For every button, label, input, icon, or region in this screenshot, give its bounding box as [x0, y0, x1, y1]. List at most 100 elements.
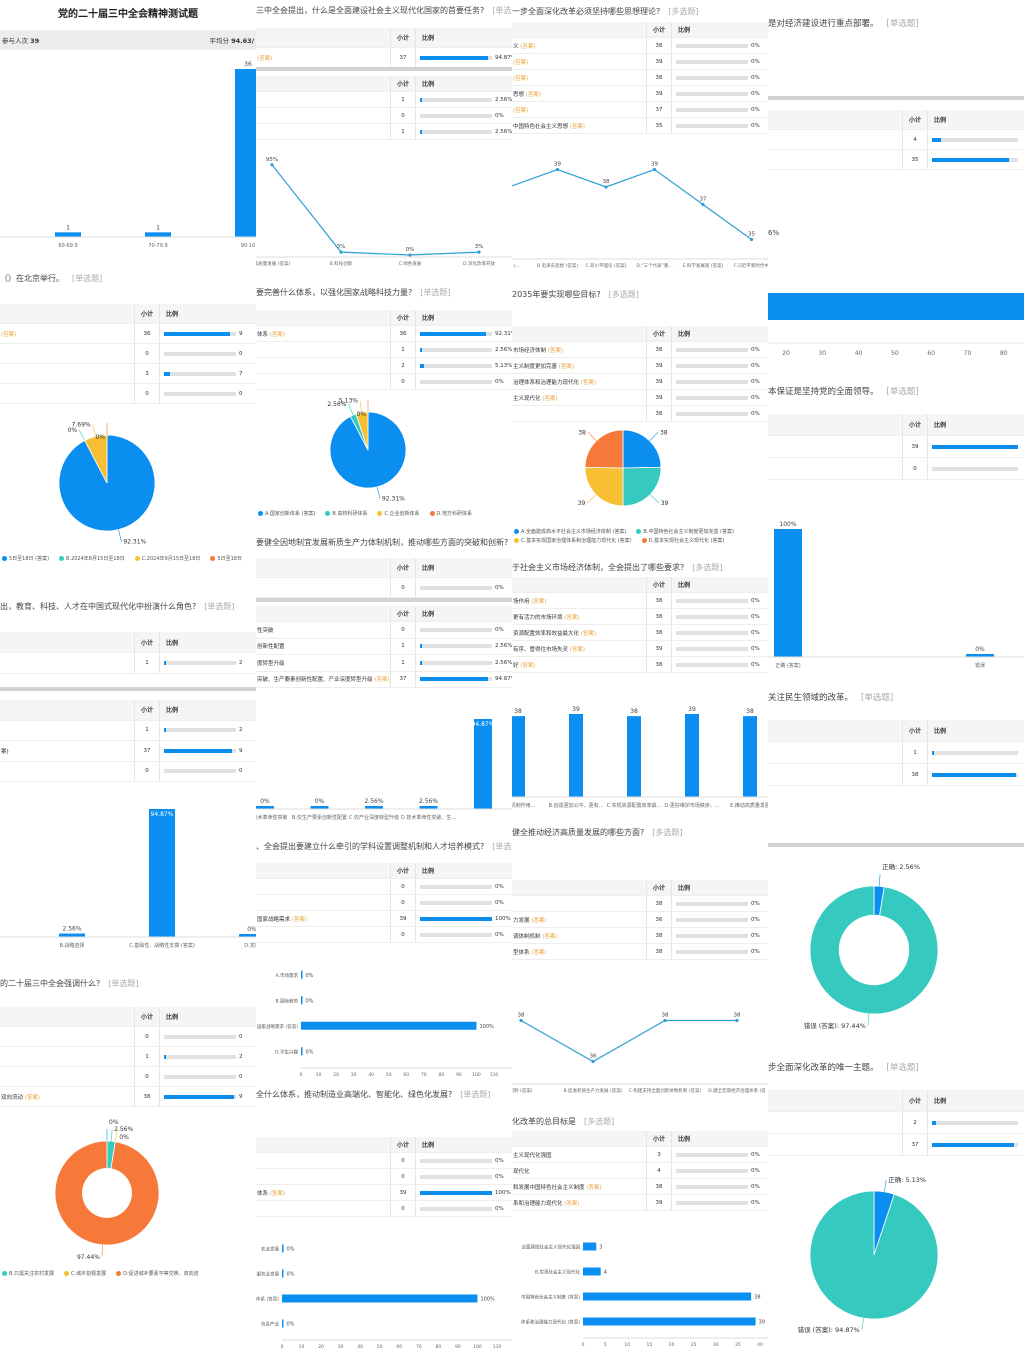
option-label: 调体制机制 (答案)	[513, 932, 558, 940]
question-title: （）在北京举行。 [单选题]	[0, 272, 256, 286]
option-count: 35	[646, 118, 672, 133]
legend-dot-icon	[210, 556, 216, 561]
point-label: 0%	[406, 247, 415, 253]
x-tick-label: 60	[396, 1344, 402, 1350]
donut-block: 正确: 2.56% 错误 (答案): 97.44%	[768, 860, 1024, 1045]
legend-item[interactable]: C.城乡割裂发展	[64, 1270, 106, 1277]
ratio-bar	[676, 379, 748, 384]
option-label: 有序、管得住市场失灵 (答案)	[513, 645, 585, 653]
legend-item[interactable]: A.国家创新体系 (答案)	[258, 510, 315, 517]
ratio-bar	[164, 391, 236, 396]
bar-mark	[145, 232, 171, 237]
hbar-category-label: 中国特色社会主义制度 (答案)	[521, 1294, 580, 1301]
q-block: 于社会主义市场经济体制，全会提出了哪些要求? [多选题]	[512, 561, 768, 575]
option-percent: 0%	[751, 74, 760, 81]
bar-block: 100% 正确 (答案) 0% 错误	[768, 515, 1024, 675]
line-point	[735, 1018, 739, 1023]
ratio-bar-fill	[164, 1054, 166, 1059]
legend-dot-icon	[514, 529, 519, 534]
slice-label: 92.31%	[382, 496, 405, 503]
ratio-bar	[420, 585, 492, 590]
option-count: 1	[134, 720, 160, 740]
pie-block: 正确: 5.13% 错误 (答案): 94.87%	[768, 1170, 1024, 1345]
answer-tag: (答案)	[257, 55, 273, 62]
option-count: 0	[390, 879, 416, 894]
option-percent: 0%	[751, 122, 760, 129]
question-text: 、全会提出要建立什么牵引的学科设置调整机制和人才培养模式?	[256, 842, 485, 851]
option-count: 39	[646, 358, 672, 373]
legend-item[interactable]: B.中国特色社会主义制度更加完善 (答案)	[636, 528, 734, 535]
question-title: 一步全面深化改革必须坚持哪些思想理论? [多选题]	[512, 5, 768, 19]
option-count: 38	[646, 944, 672, 959]
bar-category-label: 错误	[975, 662, 985, 669]
legend-item[interactable]: A.全面建成高水平社会主义市场经济体制 (答案)	[514, 528, 626, 535]
option-percent: 92.31%	[495, 330, 512, 337]
question-text: 一步全面深化改革必须坚持哪些思想理论?	[512, 7, 661, 16]
table-header: 小计 比例	[0, 700, 256, 721]
ratio-bar	[164, 728, 236, 733]
ratio-bar	[420, 129, 492, 134]
slice-label: 97.44%	[77, 1254, 100, 1261]
option-count: 39	[646, 374, 672, 389]
pie-slice	[84, 434, 108, 484]
legend-item[interactable]: C.企业创新体系	[377, 510, 420, 517]
x-tick-label: 30	[713, 1342, 719, 1348]
q-block: 全什么体系，推动制造业高端化、智能化、绿色化发展? [单选题]	[256, 1088, 512, 1102]
slice-leader-line	[118, 529, 122, 542]
legend-item[interactable]: B.只需关注农村发展	[2, 1270, 54, 1277]
hbar-mark	[282, 1269, 284, 1278]
option-count: 1	[390, 342, 416, 357]
table-header: 小计 比例	[768, 110, 1024, 130]
legend-text: D.基本实现社会主义现代化 (答案)	[648, 538, 725, 544]
table-row: 义 (答案) 38 0%	[512, 38, 768, 54]
bar-block: 1 60-69.9 1 70-79.9 36 90-10	[0, 55, 256, 255]
header-ratio: 比例	[422, 565, 435, 572]
option-count: 0	[390, 622, 416, 638]
legend-item[interactable]: D.促进城乡要素平等交换、双向流	[116, 1270, 199, 1277]
ratio-bar-fill	[164, 748, 233, 753]
option-count: 4	[902, 130, 928, 149]
slice-label: 正确: 5.13%	[888, 1175, 926, 1184]
legend-item[interactable]: D.基本实现社会主义现代化 (答案)	[641, 537, 725, 544]
line-block: 宁主义 (... 39 B.毛泽东思想 (答案) 38 C.邓小平理论 (答案) 39 D.…	[512, 140, 768, 275]
answer-tag: (答案)	[564, 614, 580, 621]
option-label: 更有活力的市场环境 (答案)	[513, 613, 580, 621]
legend-item[interactable]: C.基本实现国家治理体系和治理能力现代化 (答案)	[514, 537, 632, 544]
line-point	[408, 253, 412, 257]
bar-value-label: 0%	[315, 798, 325, 805]
line-series	[271, 164, 480, 256]
hbar-mark	[768, 293, 1024, 320]
legend-item[interactable]: 5日至18日	[210, 555, 242, 562]
slice-label: 38	[660, 429, 668, 436]
answer-tag: (答案)	[269, 1190, 286, 1197]
average-value: 94.63/	[231, 37, 254, 45]
legend-item[interactable]: B.高校科研体系	[325, 510, 367, 517]
legend-text: A.国家创新体系 (答案)	[265, 511, 316, 517]
table-block: 小计 比例 市场经济体制 (答案) 38 0% 主义制度更加完善 (答案) 39 0% 治理体系…	[512, 326, 768, 422]
table-block: 小计 比例 4 35	[768, 110, 1024, 170]
option-text: 体系	[257, 1190, 269, 1197]
section-divider	[0, 687, 256, 691]
line-point	[604, 185, 608, 189]
option-percent: 0	[239, 1033, 243, 1040]
ratio-bar	[164, 661, 236, 665]
table-row: 0 0%	[256, 374, 512, 390]
ratio-bar	[164, 1054, 236, 1059]
x-category-label: C.绿色发展	[399, 260, 422, 267]
table-header: 小计 比例	[0, 632, 256, 653]
header-ratio: 比例	[166, 1014, 179, 1021]
x-tick-label: 100	[473, 1344, 482, 1350]
slice-leader-line	[110, 1129, 113, 1142]
option-label: 系和治理能力现代化 (答案)	[513, 1199, 580, 1207]
option-percent: 0%	[495, 1173, 504, 1180]
legend-item[interactable]: C.2024年9月15日至18日	[134, 555, 200, 562]
table-row: 体系 (答案) 36 92.31%	[256, 326, 512, 342]
legend-item[interactable]: B.2024年8月15日至18日	[59, 555, 125, 562]
hbar-category-label: 体系和治理能力现代化 (答案)	[521, 1319, 580, 1326]
legend-item[interactable]: D.地方科研体系	[429, 510, 472, 517]
option-label: 好 (答案)	[513, 661, 536, 669]
table-row: 1	[768, 742, 1024, 764]
legend-item[interactable]: 5日至18日 (答案)	[2, 555, 49, 562]
option-text: 和发展中国特色社会主义制度	[513, 1184, 585, 1191]
option-label: 治理体系和治理能力现代化 (答案)	[513, 378, 596, 386]
